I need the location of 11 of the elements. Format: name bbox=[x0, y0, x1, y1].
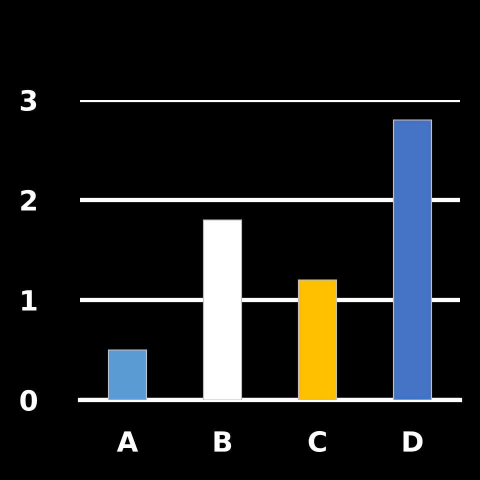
y-tick-label: 1 bbox=[22, 290, 36, 311]
x-tick-label: D bbox=[404, 431, 423, 452]
y-tick-label: 2 bbox=[21, 190, 36, 211]
bar bbox=[108, 349, 148, 400]
x-tick-label: A bbox=[116, 431, 138, 452]
bar bbox=[392, 119, 432, 400]
x-tick-label: B bbox=[214, 431, 232, 452]
y-tick-label: 3 bbox=[20, 90, 36, 111]
y-tick-label: 0 bbox=[20, 390, 38, 411]
bar bbox=[298, 279, 338, 400]
x-tick-label: C bbox=[308, 431, 326, 452]
